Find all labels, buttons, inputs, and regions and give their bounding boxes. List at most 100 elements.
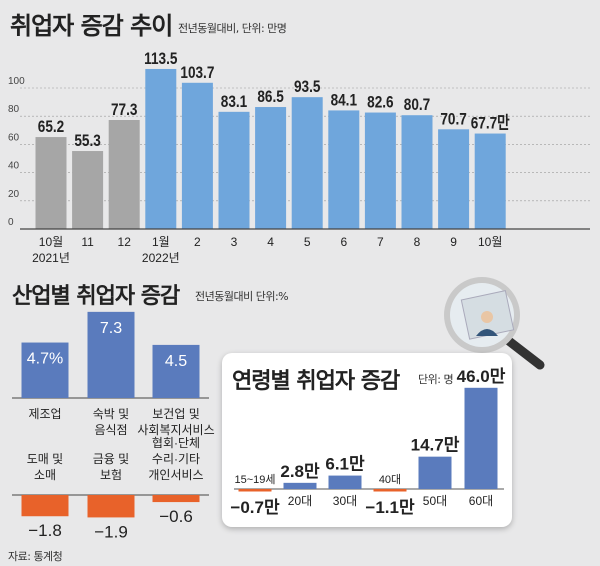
bar <box>87 311 135 398</box>
chart2-title: 산업별 취업자 증감 <box>12 284 180 309</box>
x-tick-label: 8 <box>414 235 421 249</box>
bar-value-label: 80.7 <box>404 96 430 115</box>
x-tick-label: 10월 <box>478 235 502 249</box>
bar <box>401 115 433 229</box>
category-label: 개인서비스 <box>148 468 203 482</box>
bar-value-label: 93.5 <box>294 78 321 97</box>
bar <box>35 137 67 229</box>
bar-value-label: 14.7만 <box>411 436 460 455</box>
bar <box>291 97 323 229</box>
chart1-title: 취업자 증감 추이 <box>10 12 173 40</box>
bar-value-label: 83.1 <box>221 92 248 111</box>
chart3-subtitle: 단위: 명 <box>418 373 454 386</box>
bar-value-label: −0.7만 <box>230 498 280 517</box>
x-tick-label: 12 <box>118 235 132 249</box>
bar-value-label: 7.3 <box>100 320 122 337</box>
monthly-employment-chart: 0 20 40 60 80 100 65.2 10월 55.3 11 77.3 12 113.5 1월 10… <box>8 50 590 265</box>
category-label: 숙박 및 <box>93 407 129 421</box>
bar-value-label: 4.7% <box>27 351 63 368</box>
bar-value-label: −1.9 <box>94 522 128 540</box>
source-note: 자료: 통계청 <box>8 550 63 563</box>
bar <box>181 82 213 230</box>
category-label: 수리·기타 <box>152 452 200 466</box>
chart1-subtitle: 전년동월대비, 단위: 만명 <box>178 22 287 35</box>
category-label: 보건업 및 <box>152 407 200 421</box>
year-label: 2021년 <box>32 251 70 265</box>
x-tick-label: 4 <box>267 235 274 249</box>
bar <box>218 111 250 229</box>
age-chart: 15~19세 −0.7만2.8만 20대 6.1만 30대 40대 −1.1만 14.7만 50… <box>230 367 506 517</box>
bar-value-label: 46.0만 <box>457 367 506 386</box>
category-label: 20대 <box>288 494 312 508</box>
bar <box>474 133 506 229</box>
category-label: 보험 <box>100 468 122 482</box>
bar-value-label: 2.8만 <box>280 462 320 481</box>
bar <box>87 495 135 518</box>
age-panel: 연령별 취업자 증감 단위: 명 <box>222 353 512 527</box>
bar-value-label: 113.5 <box>144 50 178 69</box>
category-label: 금융 및 <box>93 452 129 466</box>
y-tick-label: 40 <box>8 161 20 172</box>
chart2-subtitle: 전년동월대비 단위:% <box>195 290 289 303</box>
y-tick-label: 100 <box>8 76 25 87</box>
bar-value-label: −1.1만 <box>365 498 415 517</box>
x-tick-label: 3 <box>231 235 238 249</box>
x-tick-label: 11 <box>81 235 94 249</box>
category-label: 60대 <box>469 494 493 508</box>
bar <box>438 129 470 229</box>
bar-value-label: 77.3 <box>111 101 137 120</box>
bar <box>373 489 407 492</box>
bar <box>238 489 272 492</box>
bar-value-label: 6.1만 <box>325 455 365 474</box>
bar-value-label: −1.8 <box>28 521 62 540</box>
bar <box>72 151 104 229</box>
y-tick-label: 0 <box>8 217 14 228</box>
bar <box>364 112 396 229</box>
x-tick-label: 9 <box>450 235 457 249</box>
y-tick-label: 20 <box>8 189 20 200</box>
bar <box>283 482 317 489</box>
bar <box>418 456 452 489</box>
y-tick-label: 60 <box>8 132 20 143</box>
category-label: 40대 <box>379 473 401 486</box>
x-tick-label: 6 <box>340 235 347 249</box>
x-tick-label: 5 <box>304 235 311 249</box>
bar-value-label: 82.6 <box>367 93 393 112</box>
bar-value-label: −0.6 <box>159 507 193 526</box>
x-tick-label: 7 <box>377 235 384 249</box>
x-tick-label: 10월 <box>39 235 63 249</box>
category-label: 협회·단체 <box>152 436 200 450</box>
bar <box>255 107 287 229</box>
bar-value-label: 86.5 <box>257 88 284 107</box>
bar <box>152 495 200 503</box>
bar-value-label: 67.7만 <box>471 113 510 133</box>
bar-value-label: 65.2 <box>38 118 64 137</box>
category-label: 사회복지서비스 <box>137 423 214 437</box>
category-label: 음식점 <box>94 423 127 437</box>
category-label: 제조업 <box>28 407 61 421</box>
bar <box>464 387 498 489</box>
bar <box>145 68 177 229</box>
bar-value-label: 55.3 <box>74 132 100 151</box>
bar <box>328 475 362 489</box>
bar-value-label: 70.7 <box>440 110 466 129</box>
year-label: 2022년 <box>142 251 180 265</box>
category-label: 소매 <box>34 468 56 482</box>
bar-value-label: 4.5 <box>165 353 187 370</box>
bar-value-label: 84.1 <box>331 91 358 110</box>
magnifier-icon <box>444 277 545 370</box>
category-label: 30대 <box>333 494 357 508</box>
category-label: 50대 <box>423 494 447 508</box>
chart3-title: 연령별 취업자 증감 <box>232 369 400 394</box>
x-tick-label: 2 <box>194 235 201 249</box>
category-label: 15~19세 <box>234 473 275 486</box>
bar <box>152 344 200 398</box>
bar <box>108 120 140 229</box>
bar <box>328 110 360 229</box>
category-label: 도매 및 <box>27 452 63 466</box>
y-tick-label: 80 <box>8 104 20 115</box>
bar <box>21 342 69 398</box>
bar <box>21 495 69 517</box>
bar-value-label: 103.7 <box>180 63 214 82</box>
